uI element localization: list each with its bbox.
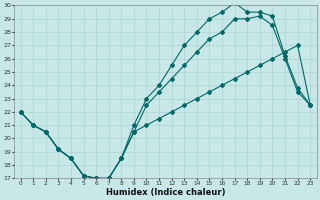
X-axis label: Humidex (Indice chaleur): Humidex (Indice chaleur) [106,188,225,197]
